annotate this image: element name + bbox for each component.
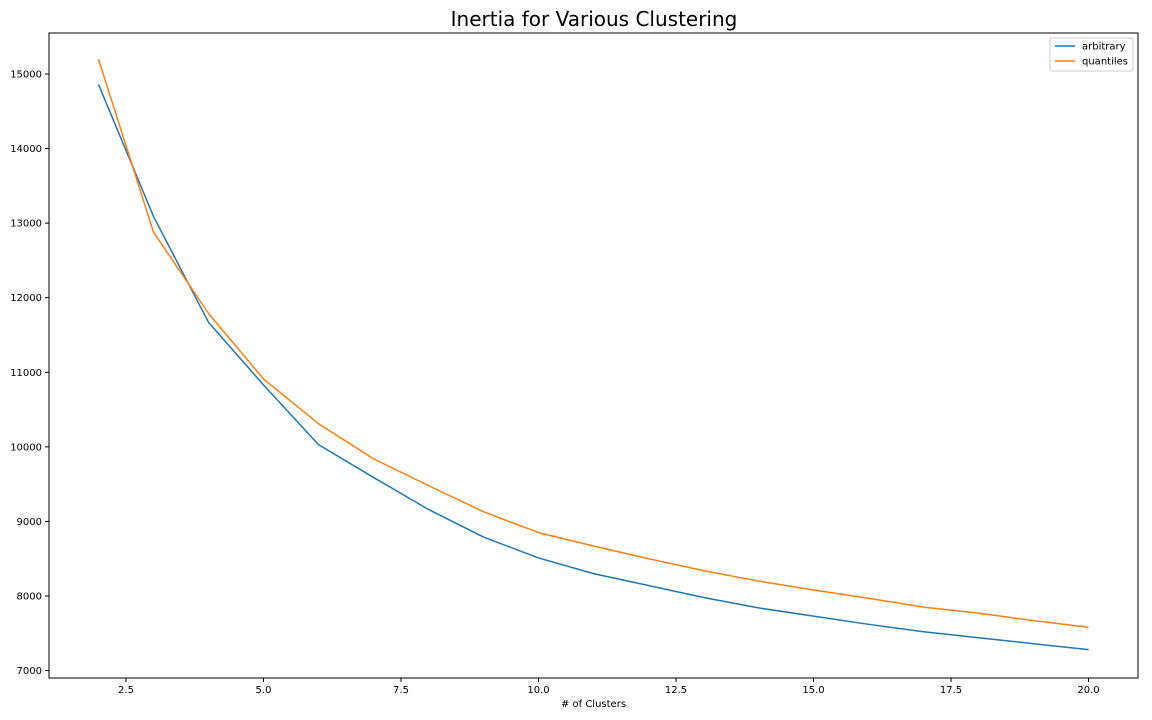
x-tick-label: 15.0 bbox=[802, 685, 824, 696]
x-axis-label: # of Clusters bbox=[561, 699, 626, 710]
y-tick-label: 11000 bbox=[10, 368, 42, 379]
y-tick-label: 13000 bbox=[10, 219, 42, 230]
series-line-quantiles bbox=[97, 58, 1089, 629]
x-tick-label: 20.0 bbox=[1077, 685, 1099, 696]
legend-label-quantiles: quantiles bbox=[1082, 57, 1128, 68]
y-tick-label: 14000 bbox=[10, 144, 42, 155]
x-tick-label: 10.0 bbox=[527, 685, 549, 696]
y-tick-label: 12000 bbox=[10, 293, 42, 304]
chart-title: Inertia for Various Clustering bbox=[451, 7, 738, 31]
legend: arbitrary quantiles bbox=[1049, 37, 1134, 72]
x-tick-label: 7.5 bbox=[393, 685, 409, 696]
y-tick-label: 9000 bbox=[17, 517, 42, 528]
x-axis: 2.5 5.0 7.5 10.0 12.5 15.0 17.5 20.0 bbox=[118, 678, 1100, 696]
y-tick-label: 10000 bbox=[10, 442, 42, 453]
series-line-arbitrary bbox=[97, 84, 1089, 651]
plot-area bbox=[48, 32, 1139, 679]
y-tick-label: 8000 bbox=[17, 591, 42, 602]
x-tick-label: 2.5 bbox=[118, 685, 134, 696]
x-tick-label: 12.5 bbox=[665, 685, 687, 696]
y-axis: 7000 8000 9000 10000 11000 12000 13000 14000 150… bbox=[10, 70, 49, 677]
y-tick-label: 7000 bbox=[17, 666, 42, 677]
x-tick-label: 17.5 bbox=[940, 685, 962, 696]
legend-label-arbitrary: arbitrary bbox=[1082, 42, 1126, 53]
x-tick-label: 5.0 bbox=[256, 685, 272, 696]
y-tick-label: 15000 bbox=[10, 70, 42, 81]
series-layer bbox=[97, 58, 1089, 651]
